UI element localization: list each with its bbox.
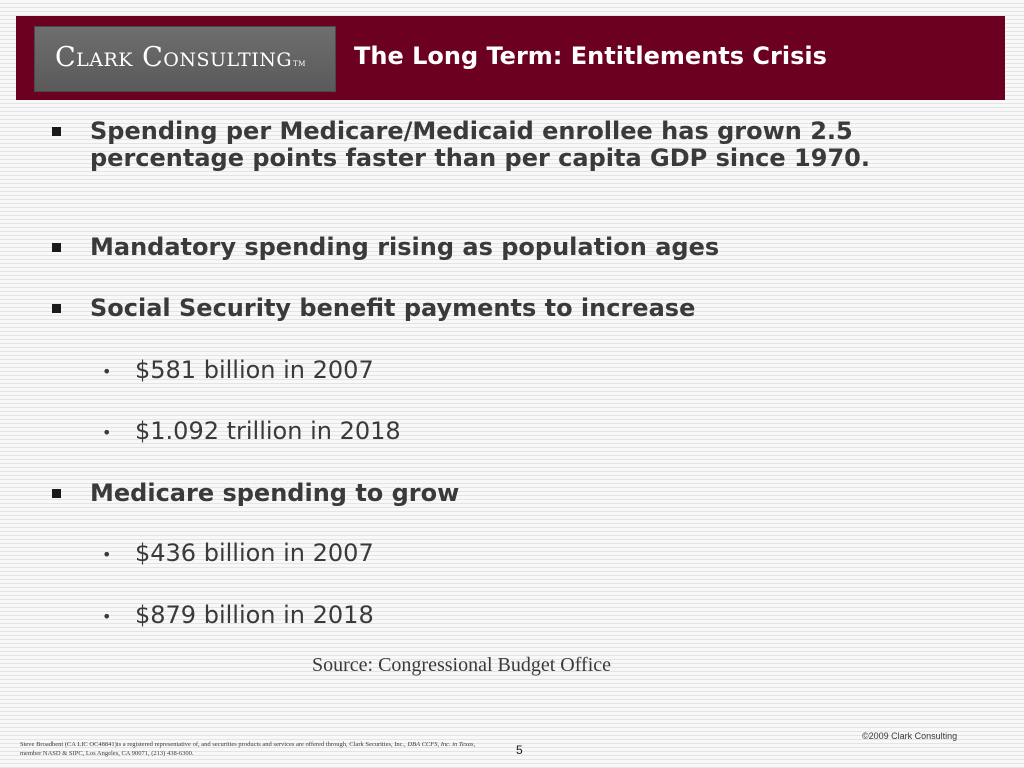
bullet-text: Medicare spending to grow (90, 479, 460, 507)
disclaimer-text-a: Steve Broadbent (CA LIC OC48841)is a reg… (20, 741, 408, 748)
company-logo: Clark ConsultingTM (34, 26, 336, 92)
disclaimer-text-b: DBA CCFS, Inc. in Texas (407, 741, 474, 748)
sub-bullet-text: $436 billion in 2007 (135, 539, 374, 567)
logo-trademark: TM (293, 60, 306, 68)
logo-text: Clark ConsultingTM (55, 42, 306, 73)
square-bullet-icon (52, 127, 61, 136)
page-number: 5 (516, 743, 523, 757)
bullet-text: Spending per Medicare/Medicaid enrollee … (90, 117, 870, 172)
bullet-text: Mandatory spending rising as population … (90, 233, 720, 261)
sub-bullet-text: $879 billion in 2018 (135, 601, 374, 629)
square-bullet-icon (52, 304, 61, 313)
bullet-text: Social Security benefit payments to incr… (90, 294, 696, 322)
dot-bullet-icon: • (102, 423, 112, 442)
sub-bullet-text: $1.092 trillion in 2018 (135, 417, 401, 445)
source-citation: Source: Congressional Budget Office (312, 654, 612, 676)
copyright-notice: ©2009 Clark Consulting (862, 731, 958, 741)
slide-title: The Long Term: Entitlements Crisis (354, 42, 827, 70)
dot-bullet-icon: • (102, 362, 112, 381)
dot-bullet-icon: • (102, 545, 112, 564)
square-bullet-icon (52, 243, 61, 252)
logo-word-clark: Clark (55, 42, 133, 73)
square-bullet-icon (52, 489, 61, 498)
sub-bullet-text: $581 billion in 2007 (135, 356, 374, 384)
footer-disclaimer: Steve Broadbent (CA LIC OC48841)is a reg… (20, 740, 480, 758)
dot-bullet-icon: • (102, 607, 112, 626)
header-band: Clark ConsultingTM The Long Term: Entitl… (16, 16, 1005, 100)
logo-word-consulting: Consulting (142, 42, 293, 73)
disclaimer-text-c: , member NASD & SIPC, Los Angeles, CA 90… (20, 741, 476, 757)
